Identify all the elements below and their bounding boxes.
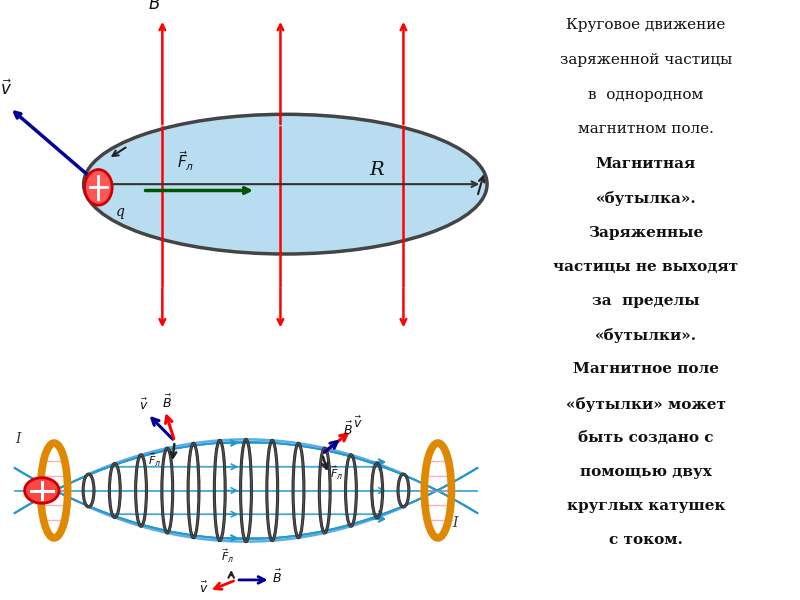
- Text: q: q: [116, 205, 125, 219]
- Text: за  пределы: за пределы: [592, 294, 700, 308]
- Text: в  однородном: в однородном: [588, 88, 704, 101]
- Text: $\vec{B}$: $\vec{B}$: [343, 421, 354, 438]
- Text: Круговое движение: Круговое движение: [566, 18, 726, 32]
- Text: I: I: [453, 516, 458, 530]
- Text: заряженной частицы: заряженной частицы: [560, 53, 732, 67]
- Text: частицы не выходят: частицы не выходят: [554, 260, 738, 274]
- Circle shape: [85, 170, 112, 205]
- Text: помощью двух: помощью двух: [580, 465, 712, 479]
- Text: $\vec{B}$: $\vec{B}$: [271, 569, 282, 586]
- Text: R: R: [369, 161, 384, 179]
- Text: $\vec{F}_л$: $\vec{F}_л$: [148, 451, 161, 469]
- Text: «бутылка».: «бутылка».: [596, 191, 696, 206]
- Text: $\vec{F}_л$: $\vec{F}_л$: [330, 464, 343, 482]
- Text: $\vec{v}$: $\vec{v}$: [138, 398, 148, 413]
- Circle shape: [25, 478, 59, 503]
- Text: $\vec{B}$: $\vec{B}$: [162, 394, 172, 410]
- Text: $\vec{v}$: $\vec{v}$: [354, 415, 363, 431]
- Text: $\vec{B}$: $\vec{B}$: [148, 0, 161, 14]
- Text: $\vec{v}$: $\vec{v}$: [0, 80, 12, 99]
- Text: «бутылки».: «бутылки».: [595, 328, 697, 343]
- Text: быть создано с: быть создано с: [578, 431, 714, 445]
- Ellipse shape: [84, 114, 487, 254]
- Text: $\vec{F}_л$: $\vec{F}_л$: [177, 149, 194, 173]
- Text: с током.: с током.: [609, 533, 683, 547]
- Text: Магнитное поле: Магнитное поле: [573, 362, 719, 376]
- Text: Магнитная: Магнитная: [596, 157, 696, 171]
- Text: $\vec{v}$: $\vec{v}$: [199, 580, 209, 596]
- Text: $\vec{F}_л$: $\vec{F}_л$: [222, 548, 234, 565]
- Text: I: I: [14, 432, 20, 446]
- Text: «бутылки» может: «бутылки» может: [566, 397, 726, 412]
- Text: магнитном поле.: магнитном поле.: [578, 122, 714, 136]
- Text: круглых катушек: круглых катушек: [566, 499, 726, 513]
- Text: Заряженные: Заряженные: [588, 226, 704, 239]
